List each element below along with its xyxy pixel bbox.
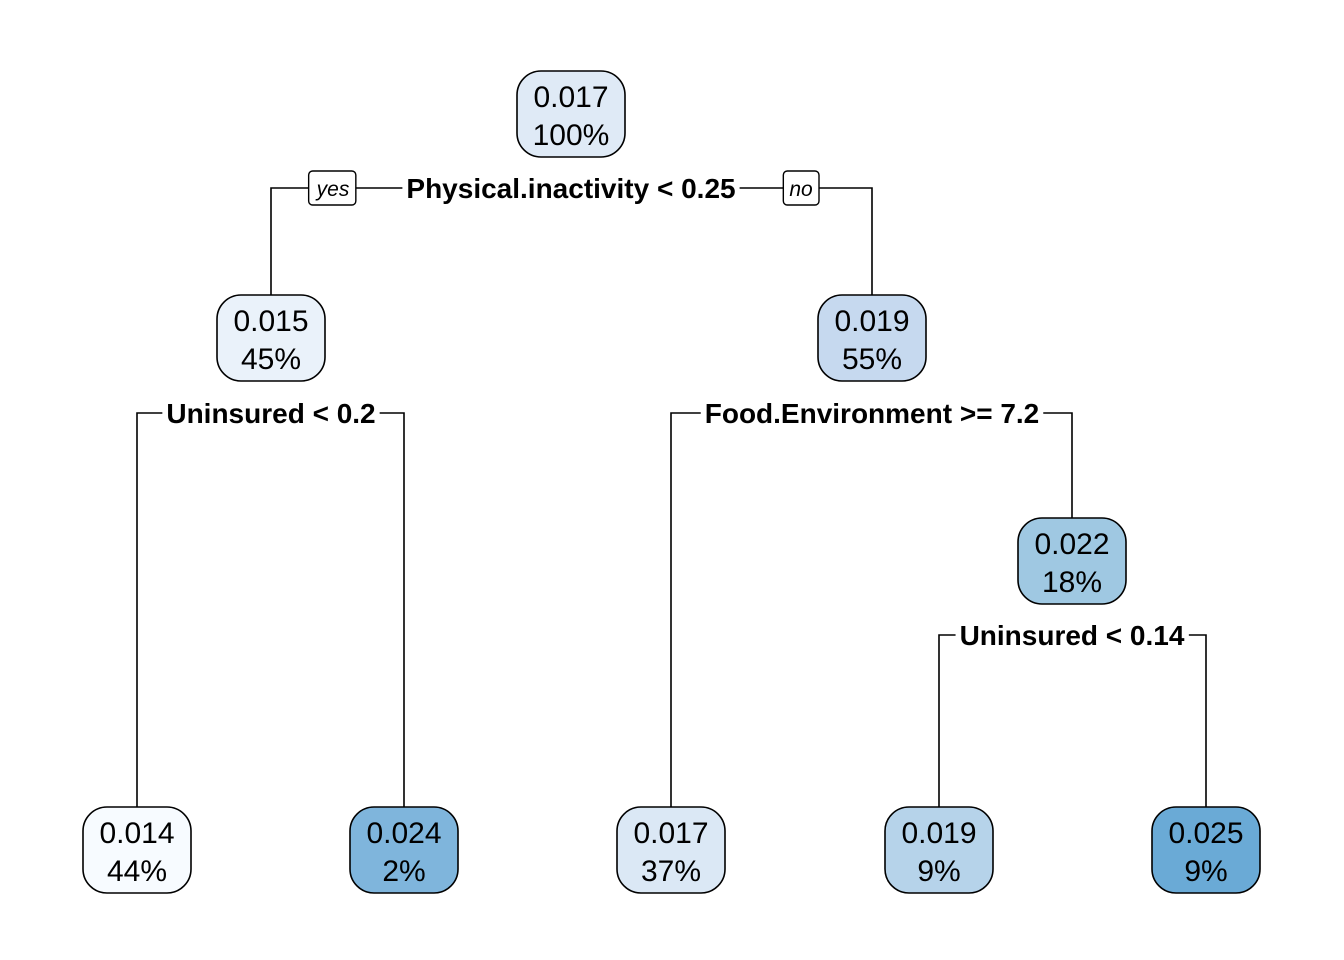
split-label-s_n3: Food.Environment >= 7.2 [705, 398, 1040, 429]
node-value-leaf5: 0.025 [1168, 817, 1243, 850]
node-percent-leaf1: 44% [107, 855, 167, 888]
node-value-leaf4: 0.019 [901, 817, 976, 850]
tree-splits: Physical.inactivity < 0.25 Uninsured < 0.… [166, 173, 1185, 651]
branch-label-yes: yes [307, 170, 357, 206]
node-root: 0.017 100% [516, 70, 626, 158]
split-label-s_n2: Uninsured < 0.2 [166, 398, 375, 429]
node-percent-leaf2: 2% [382, 855, 425, 888]
node-box-leaf2 [349, 806, 459, 894]
node-value-leaf2: 0.024 [366, 817, 441, 850]
edge-left-s_root [270, 187, 403, 295]
edge-left-s_n7 [938, 634, 956, 807]
node-value-root: 0.017 [533, 81, 608, 114]
node-leaf3: 0.017 37% [616, 806, 726, 894]
node-percent-n2: 45% [241, 343, 301, 376]
edge-right-s_n3 [1043, 412, 1073, 518]
branch-label-no-text: no [789, 178, 813, 201]
node-leaf5: 0.025 9% [1151, 806, 1261, 894]
node-leaf4: 0.019 9% [884, 806, 994, 894]
node-box-leaf3 [616, 806, 726, 894]
node-value-leaf1: 0.014 [99, 817, 174, 850]
node-n7: 0.022 18% [1017, 517, 1127, 605]
node-percent-leaf5: 9% [1184, 855, 1227, 888]
node-value-leaf3: 0.017 [633, 817, 708, 850]
node-n2: 0.015 45% [216, 294, 326, 382]
node-percent-leaf3: 37% [641, 855, 701, 888]
node-n3: 0.019 55% [817, 294, 927, 382]
node-box-leaf1 [82, 806, 192, 894]
split-label-s_n7: Uninsured < 0.14 [960, 620, 1185, 651]
node-leaf1: 0.014 44% [82, 806, 192, 894]
node-value-n3: 0.019 [834, 305, 909, 338]
node-percent-n7: 18% [1042, 566, 1102, 599]
edge-right-s_n7 [1188, 634, 1207, 807]
node-percent-n3: 55% [842, 343, 902, 376]
branch-label-yes-box [307, 170, 357, 206]
node-percent-root: 100% [533, 119, 610, 152]
edge-right-s_n2 [379, 412, 405, 807]
branch-label-no-box [782, 170, 820, 206]
node-box-n2 [216, 294, 326, 382]
node-box-root [516, 70, 626, 158]
branch-labels: yes no [307, 170, 820, 206]
node-box-n3 [817, 294, 927, 382]
tree-nodes: 0.017 100% 0.015 45% 0.019 55% 0.022 18% 0.014 44… [82, 70, 1261, 894]
node-box-n7 [1017, 517, 1127, 605]
node-box-leaf4 [884, 806, 994, 894]
tree-edges [136, 187, 1207, 807]
edge-left-s_n2 [136, 412, 163, 807]
node-value-n7: 0.022 [1034, 528, 1109, 561]
split-label-s_root: Physical.inactivity < 0.25 [406, 173, 735, 204]
edge-left-s_n3 [670, 412, 701, 807]
node-box-leaf5 [1151, 806, 1261, 894]
node-leaf2: 0.024 2% [349, 806, 459, 894]
branch-label-yes-text: yes [315, 178, 350, 201]
branch-label-no: no [782, 170, 820, 206]
node-value-n2: 0.015 [233, 305, 308, 338]
node-percent-leaf4: 9% [917, 855, 960, 888]
